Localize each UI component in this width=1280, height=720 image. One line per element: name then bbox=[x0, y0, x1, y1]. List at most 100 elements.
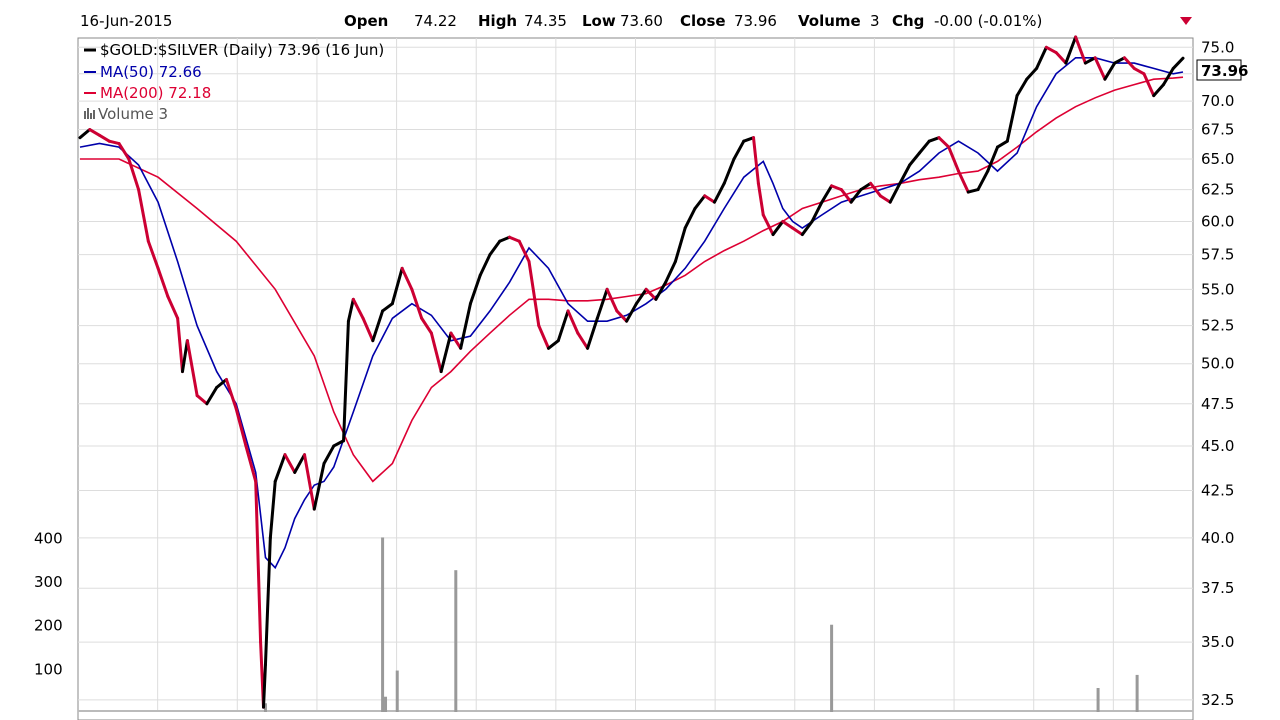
price-segment bbox=[459, 302, 472, 350]
price-segment bbox=[88, 128, 102, 137]
volume-bar bbox=[384, 696, 388, 712]
price-segment bbox=[390, 266, 404, 306]
price-segment bbox=[346, 297, 355, 323]
header-chg-label: Chg bbox=[892, 12, 924, 30]
price-tick-label: 50.0 bbox=[1201, 355, 1234, 373]
volume-tick-label: 200 bbox=[34, 617, 63, 635]
price-tick-label: 45.0 bbox=[1201, 437, 1234, 455]
price-segment bbox=[1015, 77, 1029, 98]
price-segment bbox=[1113, 56, 1126, 65]
price-segment bbox=[654, 280, 668, 301]
price-segment bbox=[566, 309, 580, 335]
price-segment bbox=[303, 453, 316, 511]
price-segment bbox=[107, 139, 121, 146]
price-segment bbox=[195, 394, 209, 406]
legend-ma50: MA(50) 72.66 bbox=[100, 63, 202, 81]
price-segment bbox=[517, 239, 531, 263]
price-segment bbox=[830, 184, 843, 192]
price-segment bbox=[488, 239, 502, 257]
volume-bar bbox=[1135, 674, 1139, 712]
price-segment bbox=[756, 181, 765, 217]
price-segment bbox=[1074, 35, 1087, 65]
price-segment bbox=[507, 235, 521, 243]
price-tick-label: 35.0 bbox=[1201, 633, 1234, 651]
price-segment bbox=[556, 309, 570, 343]
price-segment bbox=[800, 219, 814, 237]
price-segment bbox=[537, 324, 551, 350]
price-segment bbox=[1152, 83, 1165, 98]
header-close-value: 73.96 bbox=[734, 12, 777, 30]
price-segment bbox=[683, 207, 697, 230]
price-tick-label: 70.0 bbox=[1201, 92, 1234, 110]
price-segment bbox=[361, 316, 375, 343]
header-chg-value: -0.00 (-0.01%) bbox=[934, 12, 1042, 30]
price-segment bbox=[986, 145, 1000, 173]
price-segment bbox=[342, 319, 350, 443]
price-segment bbox=[1035, 45, 1048, 70]
price-segment bbox=[429, 331, 443, 374]
price-segment bbox=[215, 377, 228, 389]
price-segment bbox=[283, 453, 297, 474]
header-volume-value: 3 bbox=[870, 12, 880, 30]
volume-bar bbox=[454, 570, 458, 712]
price-segment bbox=[625, 302, 638, 323]
price-segment bbox=[908, 151, 921, 167]
price-segment bbox=[878, 194, 892, 204]
price-segment bbox=[1161, 66, 1175, 87]
grid bbox=[78, 38, 1193, 712]
price-tick-label: 57.5 bbox=[1201, 246, 1234, 264]
price-segment bbox=[1142, 72, 1156, 98]
price-tick-label: 55.0 bbox=[1201, 280, 1234, 298]
price-segment bbox=[263, 536, 272, 667]
volume-bar bbox=[1096, 688, 1100, 712]
price-segment bbox=[956, 169, 970, 194]
price-segment bbox=[849, 188, 863, 204]
price-segment bbox=[244, 444, 258, 483]
price-segment bbox=[381, 302, 394, 313]
price-segment bbox=[478, 253, 492, 277]
price-tick-label: 65.0 bbox=[1201, 150, 1234, 168]
volume-bars bbox=[78, 537, 1193, 712]
price-segment bbox=[927, 136, 941, 143]
current-price-tag: 73.96 bbox=[1196, 59, 1248, 81]
price-segment bbox=[156, 266, 170, 298]
price-tick-label: 40.0 bbox=[1201, 529, 1234, 547]
price-segment bbox=[1122, 56, 1136, 70]
price-tick-label: 75.0 bbox=[1201, 38, 1234, 56]
price-tick-label: 62.5 bbox=[1201, 181, 1234, 199]
header-low-label: Low bbox=[582, 12, 616, 30]
price-segment bbox=[605, 287, 619, 313]
price-segment bbox=[898, 163, 912, 185]
price-segment bbox=[1103, 61, 1117, 81]
header-open-value: 74.22 bbox=[414, 12, 457, 30]
header-high-value: 74.35 bbox=[524, 12, 567, 30]
ma200-line bbox=[80, 76, 1184, 483]
price-segment bbox=[268, 479, 277, 540]
chg-down-arrow-icon bbox=[1180, 17, 1192, 25]
price-segment bbox=[771, 219, 785, 237]
price-segment bbox=[781, 219, 795, 230]
price-segment bbox=[1064, 35, 1078, 65]
price-segment bbox=[127, 157, 141, 192]
price-segment bbox=[547, 339, 560, 350]
price-segment bbox=[595, 287, 609, 320]
price-segment bbox=[888, 181, 902, 204]
price-tick-label: 47.5 bbox=[1201, 395, 1234, 413]
header-open-label: Open bbox=[344, 12, 388, 30]
price-segment bbox=[722, 157, 736, 185]
price-segment bbox=[137, 188, 150, 243]
price-segment bbox=[1054, 51, 1068, 65]
volume-bar bbox=[263, 703, 267, 712]
price-segment bbox=[644, 287, 658, 301]
price-segment bbox=[322, 444, 336, 465]
current-price-label: 73.96 bbox=[1201, 62, 1248, 80]
price-segment bbox=[146, 239, 160, 270]
price-segment bbox=[839, 188, 853, 204]
price-tick-label: 60.0 bbox=[1201, 212, 1234, 230]
price-segment bbox=[262, 663, 267, 709]
price-segment bbox=[1171, 56, 1185, 70]
price-segment bbox=[527, 259, 541, 328]
price-segment bbox=[615, 309, 629, 323]
price-segment bbox=[1005, 94, 1019, 143]
